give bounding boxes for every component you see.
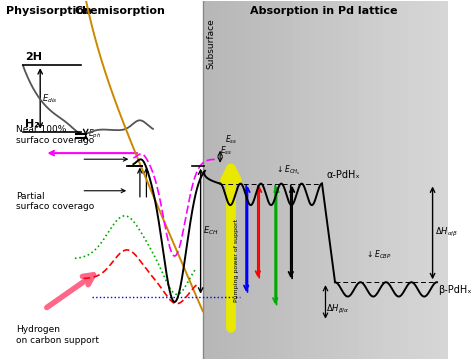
Text: $E_{CH}$: $E_{CH}$ [203,225,219,237]
Text: $\downarrow E_{CBP}$: $\downarrow E_{CBP}$ [365,248,392,261]
Bar [244,1,252,359]
Text: Pumping power of support: Pumping power of support [235,219,239,302]
Text: $\Delta H_{\alpha/\beta}$: $\Delta H_{\alpha/\beta}$ [435,226,458,239]
Bar [374,1,383,359]
Text: Chemisorption: Chemisorption [75,6,166,16]
Text: H₂: H₂ [25,119,39,129]
Bar [350,1,358,359]
Bar [439,1,448,359]
Text: Subsurface: Subsurface [206,19,215,69]
Text: Partial
surfaco coverago: Partial surfaco coverago [16,192,95,211]
Bar [391,1,399,359]
Bar [366,1,374,359]
Text: β-PdHₓ: β-PdHₓ [438,285,472,295]
Bar [383,1,391,359]
Bar [342,1,350,359]
Text: Hydrogen
on carbon support: Hydrogen on carbon support [16,325,100,345]
Bar [260,1,268,359]
Bar [423,1,431,359]
Bar [276,1,284,359]
Bar [252,1,260,359]
Text: Physisorption: Physisorption [6,6,92,16]
Bar [284,1,292,359]
Bar [333,1,342,359]
Bar [317,1,325,359]
Bar [309,1,317,359]
Bar [203,1,211,359]
Text: Near 100%
surfaco coverago: Near 100% surfaco coverago [16,126,95,145]
Bar [203,1,448,359]
Bar [228,1,236,359]
Bar [415,1,423,359]
Bar [301,1,309,359]
Bar [399,1,407,359]
Bar [358,1,366,359]
Bar [211,1,219,359]
Text: 2H: 2H [25,52,42,62]
Text: $\Delta H_{\beta/\alpha}$: $\Delta H_{\beta/\alpha}$ [327,302,350,316]
Bar [236,1,244,359]
Text: α-PdHₓ: α-PdHₓ [327,170,360,180]
Text: $E_{ss}$: $E_{ss}$ [225,134,237,146]
Text: $E_{dis}$: $E_{dis}$ [42,92,58,105]
Bar [219,1,228,359]
Text: $\downarrow E_{CH_s}$: $\downarrow E_{CH_s}$ [275,163,301,177]
Bar [325,1,333,359]
Text: Absorption in Pd lattice: Absorption in Pd lattice [250,6,398,16]
Text: $E_{ph}$: $E_{ph}$ [88,128,101,141]
Bar [407,1,415,359]
Bar [268,1,276,359]
Bar [292,1,301,359]
Bar [431,1,439,359]
Text: $E_{ss}$: $E_{ss}$ [220,144,233,157]
